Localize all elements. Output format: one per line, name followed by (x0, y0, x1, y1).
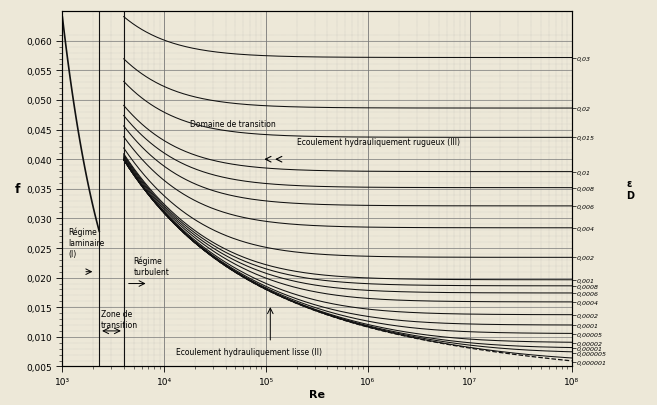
Y-axis label: ε
D: ε D (627, 179, 635, 200)
Text: Ecoulement hydrauliquement rugueux (III): Ecoulement hydrauliquement rugueux (III) (297, 138, 460, 147)
Y-axis label: f: f (15, 183, 20, 196)
Text: Régime
turbulent: Régime turbulent (133, 256, 170, 276)
Text: Ecoulement hydrauliquement lisse (II): Ecoulement hydrauliquement lisse (II) (176, 347, 322, 356)
X-axis label: Re: Re (309, 389, 325, 399)
Text: Domaine de transition: Domaine de transition (191, 120, 276, 129)
Text: Zone de
transition: Zone de transition (101, 309, 138, 329)
Text: Régime
laminaire
(I): Régime laminaire (I) (68, 227, 105, 258)
